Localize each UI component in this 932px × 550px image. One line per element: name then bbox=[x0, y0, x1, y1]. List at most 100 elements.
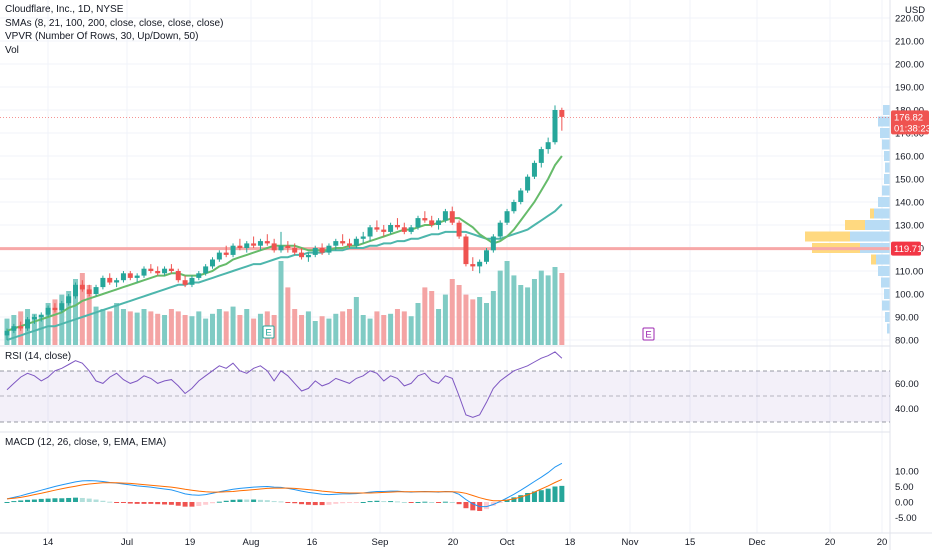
candle-body bbox=[278, 245, 284, 251]
macd-histogram-bar bbox=[436, 502, 442, 503]
volume-bar bbox=[422, 287, 428, 345]
vpvr-indicator-label[interactable]: VPVR (Number Of Rows, 30, Up/Down, 50) bbox=[5, 31, 199, 42]
macd-axis[interactable]: 10.00 5.00 0.00 -5.00 bbox=[895, 467, 919, 525]
macd-axis-label: 0.00 bbox=[895, 498, 914, 509]
volume-bar bbox=[237, 315, 243, 345]
candle-body bbox=[470, 264, 476, 267]
symbol-title[interactable]: Cloudflare, Inc., 1D, NYSE bbox=[5, 4, 124, 15]
rsi-pane-label[interactable]: RSI (14, close) bbox=[5, 351, 72, 362]
volume-bar bbox=[251, 318, 257, 345]
macd-histogram-bar bbox=[100, 500, 106, 502]
sma-indicator-label[interactable]: SMAs (8, 21, 100, 200, close, close, clo… bbox=[5, 17, 224, 29]
candle-body bbox=[497, 222, 503, 237]
volume-profile-row bbox=[887, 323, 890, 334]
macd-histogram-bar bbox=[415, 502, 421, 503]
candle-body bbox=[333, 241, 339, 246]
volume-bar bbox=[182, 315, 188, 345]
time-axis-label: Jul bbox=[121, 537, 133, 548]
time-axis-label: 14 bbox=[43, 537, 54, 548]
candle-body bbox=[538, 149, 544, 163]
macd-histogram-bar bbox=[244, 499, 250, 502]
macd-histogram-bar bbox=[18, 500, 24, 502]
volume-bar bbox=[52, 299, 58, 345]
volume-profile-row bbox=[885, 162, 890, 173]
candle-body bbox=[237, 245, 243, 248]
candle-body bbox=[4, 330, 10, 336]
candle-body bbox=[18, 326, 24, 329]
time-axis-label: 19 bbox=[185, 537, 196, 548]
macd-histogram-bar bbox=[374, 500, 380, 502]
currency-label[interactable]: USD bbox=[905, 5, 925, 16]
macd-histogram-bar bbox=[442, 501, 448, 503]
volume-bar bbox=[490, 291, 496, 345]
candle-body bbox=[415, 218, 421, 228]
candle-body bbox=[120, 273, 126, 281]
macd-histogram-bar bbox=[223, 500, 229, 502]
volume-bar bbox=[531, 279, 537, 345]
volume-bar bbox=[175, 311, 181, 345]
signal-line bbox=[6, 478, 563, 502]
volume-bar bbox=[470, 299, 476, 345]
macd-histogram-bar bbox=[538, 490, 544, 502]
candle-body bbox=[484, 250, 489, 262]
candle-body bbox=[504, 211, 510, 223]
price-axis-label: 150.00 bbox=[895, 175, 924, 186]
volume-bar bbox=[305, 311, 311, 345]
candle-body bbox=[463, 236, 469, 265]
earnings-marker-future[interactable]: E bbox=[642, 327, 655, 341]
earnings-marker[interactable]: E bbox=[262, 325, 275, 339]
chart-legend: Cloudflare, Inc., 1D, NYSE SMAs (8, 21, … bbox=[5, 3, 223, 57]
volume-bar bbox=[367, 318, 373, 345]
macd-histogram-bar bbox=[408, 502, 414, 503]
volume-bar bbox=[504, 261, 510, 345]
candle-body bbox=[408, 227, 414, 232]
volume-bar bbox=[203, 318, 209, 345]
candlesticks[interactable] bbox=[4, 105, 565, 340]
volume-bar bbox=[497, 270, 503, 345]
macd-histogram-bar bbox=[264, 500, 270, 502]
rsi-axis-label: 40.00 bbox=[895, 404, 919, 415]
price-axis-label: 200.00 bbox=[895, 60, 924, 71]
macd-histogram-bar bbox=[511, 497, 517, 502]
price-axis[interactable]: 220.00210.00200.00190.00180.00170.00160.… bbox=[895, 14, 924, 347]
candle-body bbox=[264, 241, 270, 244]
volume-bar bbox=[38, 316, 44, 345]
candle-body bbox=[456, 222, 462, 237]
candle-body bbox=[449, 211, 455, 223]
macd-histogram-bar bbox=[388, 501, 394, 503]
rsi-axis[interactable]: 60.00 40.00 bbox=[895, 379, 919, 415]
macd-pane-label[interactable]: MACD (12, 26, close, 9, EMA, EMA) bbox=[5, 437, 167, 448]
candle-body bbox=[545, 142, 551, 150]
macd-histogram-bar bbox=[216, 501, 222, 503]
rsi-axis-label: 60.00 bbox=[895, 379, 919, 390]
volume-indicator-label[interactable]: Vol bbox=[5, 44, 19, 56]
macd-histogram-bar bbox=[360, 502, 366, 503]
time-axis-label: Oct bbox=[500, 537, 515, 548]
candle-body bbox=[141, 268, 147, 276]
macd-histogram-bar bbox=[484, 502, 489, 510]
macd-histogram-bar bbox=[155, 502, 161, 505]
volume-profile-row bbox=[876, 254, 890, 265]
candle-body bbox=[305, 254, 311, 258]
svg-text:E: E bbox=[645, 330, 651, 341]
macd-histogram-bar bbox=[326, 502, 332, 505]
volume-bar bbox=[230, 306, 236, 345]
macd-histogram-bar bbox=[312, 502, 318, 506]
candle-body bbox=[175, 271, 181, 281]
candle-body bbox=[299, 252, 305, 258]
candle-body bbox=[360, 236, 366, 239]
price-axis-label: 160.00 bbox=[895, 152, 924, 163]
macd-histogram-bar bbox=[490, 502, 496, 506]
macd-histogram-bar bbox=[45, 498, 51, 502]
time-axis[interactable]: 14 Jul 19 Aug 16 Sep 20 Oct 18 Nov 15 Dec 20 20 bbox=[43, 537, 888, 548]
volume-bar bbox=[278, 261, 284, 345]
candle-body bbox=[531, 162, 537, 177]
macd-histogram-bar bbox=[285, 502, 291, 503]
volume-profile-row bbox=[880, 128, 890, 138]
volume-profile-row bbox=[881, 277, 890, 288]
macd-histogram-bar bbox=[559, 485, 565, 502]
candle-body bbox=[66, 296, 72, 304]
macd-histogram-bar bbox=[93, 499, 99, 502]
